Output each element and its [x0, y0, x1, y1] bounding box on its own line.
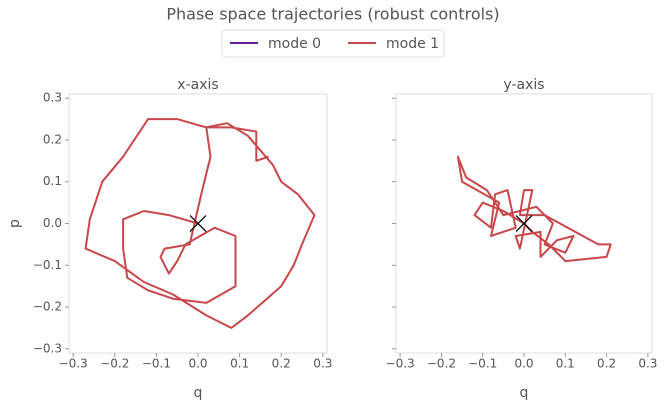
x-tick-label: −0.2: [427, 357, 456, 371]
legend-label: mode 0: [268, 36, 321, 52]
axes-title: x-axis: [177, 77, 218, 93]
x-tick-label: 0.2: [272, 357, 291, 371]
x-tick-label: −0.1: [468, 357, 497, 371]
x-tick-label: 0.3: [313, 357, 332, 371]
x-tick-label: −0.2: [100, 357, 129, 371]
x-tick-label: 0.0: [514, 357, 533, 371]
x-tick-label: −0.1: [142, 357, 171, 371]
x-tick-label: −0.3: [386, 357, 415, 371]
target-marker: [189, 215, 207, 232]
legend-label: mode 1: [386, 36, 439, 52]
y-tick-label: 0.0: [43, 216, 62, 230]
x-tick-label: 0.1: [230, 357, 249, 371]
figure-title: Phase space trajectories (robust control…: [166, 5, 499, 24]
x-tick-label: −0.3: [59, 357, 88, 371]
trajectory: [456, 155, 612, 263]
x-tick-label: 0.0: [188, 357, 207, 371]
x-tick-label: 0.1: [556, 357, 575, 371]
y-tick-label: 0.1: [43, 174, 62, 188]
trajectory: [84, 118, 316, 329]
target-marker: [515, 215, 533, 232]
legend-box: [221, 29, 445, 58]
y-axis-label: p: [7, 219, 23, 228]
x-tick-label: 0.2: [597, 357, 616, 371]
x-tick-label: 0.3: [638, 357, 657, 371]
x-axis-label: q: [194, 385, 203, 401]
y-tick-label: −0.3: [33, 341, 62, 355]
axes-title: y-axis: [503, 77, 544, 93]
y-tick-label: 0.3: [43, 91, 62, 105]
x-axis-label: q: [520, 385, 529, 401]
y-tick-label: −0.1: [33, 258, 62, 272]
y-tick-label: −0.2: [33, 300, 62, 314]
y-tick-label: 0.2: [43, 132, 62, 146]
